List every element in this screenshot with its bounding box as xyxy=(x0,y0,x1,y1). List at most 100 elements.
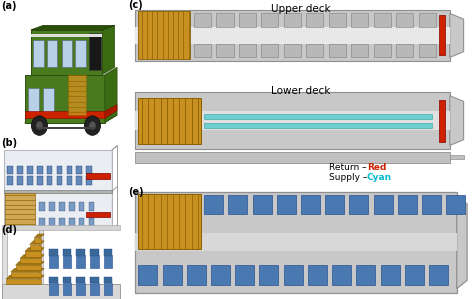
Bar xyxy=(59,218,64,227)
Bar xyxy=(204,114,432,119)
Bar xyxy=(135,233,456,251)
Polygon shape xyxy=(11,268,45,272)
Bar xyxy=(135,92,450,149)
Circle shape xyxy=(36,121,43,130)
Bar xyxy=(43,88,54,115)
Text: (b): (b) xyxy=(1,138,18,149)
Bar xyxy=(49,218,55,227)
Bar xyxy=(135,192,456,293)
Bar xyxy=(261,13,279,27)
Bar xyxy=(57,176,62,185)
Bar xyxy=(2,225,119,231)
Bar xyxy=(6,279,41,284)
Bar xyxy=(135,27,450,44)
Bar xyxy=(4,150,112,191)
Polygon shape xyxy=(16,261,45,265)
Bar xyxy=(49,249,58,256)
Bar xyxy=(39,218,45,227)
Bar xyxy=(59,202,64,211)
Bar xyxy=(239,13,256,27)
Bar xyxy=(37,176,43,185)
Bar xyxy=(135,152,450,163)
Polygon shape xyxy=(105,105,117,118)
Bar xyxy=(325,195,344,214)
Bar xyxy=(8,176,13,185)
Bar xyxy=(381,265,400,285)
Bar xyxy=(37,127,95,129)
Bar xyxy=(49,277,58,283)
Polygon shape xyxy=(456,196,467,289)
Bar xyxy=(11,272,41,277)
Bar xyxy=(2,228,8,284)
Bar xyxy=(283,44,301,57)
Bar xyxy=(253,195,272,214)
Bar xyxy=(349,195,368,214)
Bar xyxy=(63,277,72,283)
Bar xyxy=(283,265,303,285)
Text: (a): (a) xyxy=(1,1,17,11)
Bar xyxy=(76,176,82,185)
Bar xyxy=(328,13,346,27)
Bar xyxy=(34,238,41,243)
Polygon shape xyxy=(450,13,464,57)
Bar xyxy=(216,13,234,27)
Bar xyxy=(398,195,417,214)
Bar xyxy=(89,33,101,70)
Bar xyxy=(33,40,44,67)
Polygon shape xyxy=(450,96,464,145)
Bar xyxy=(283,13,301,27)
Polygon shape xyxy=(5,193,35,228)
Bar xyxy=(405,265,424,285)
Bar xyxy=(90,255,99,268)
Bar xyxy=(68,75,86,115)
Bar xyxy=(261,44,279,57)
Bar xyxy=(138,11,190,59)
Bar xyxy=(39,202,45,211)
Bar xyxy=(66,176,72,185)
Bar xyxy=(79,202,84,211)
Bar xyxy=(439,100,445,142)
Bar xyxy=(103,283,112,295)
Bar xyxy=(194,44,211,57)
Bar xyxy=(239,44,256,57)
Bar xyxy=(4,191,112,229)
Bar xyxy=(90,249,99,256)
Bar xyxy=(57,166,62,174)
Bar xyxy=(62,40,72,67)
Bar xyxy=(49,255,58,268)
Bar xyxy=(90,283,99,295)
Circle shape xyxy=(31,116,47,135)
Text: Red: Red xyxy=(367,163,386,172)
Bar xyxy=(306,13,323,27)
Bar xyxy=(135,111,450,130)
Bar xyxy=(76,166,82,174)
Text: (c): (c) xyxy=(128,0,143,10)
Circle shape xyxy=(84,116,100,135)
Bar xyxy=(49,202,55,211)
Text: Return –: Return – xyxy=(328,163,369,172)
Bar xyxy=(49,283,58,295)
Text: Lower deck: Lower deck xyxy=(271,86,331,96)
Bar xyxy=(76,283,85,295)
Bar xyxy=(86,176,92,185)
Bar xyxy=(25,251,41,257)
Bar xyxy=(89,218,94,227)
Bar xyxy=(66,166,72,174)
Bar xyxy=(31,30,102,75)
Bar xyxy=(356,265,375,285)
Bar xyxy=(351,13,368,27)
Bar xyxy=(328,44,346,57)
Bar xyxy=(8,166,13,174)
Bar xyxy=(31,33,102,37)
Bar xyxy=(235,265,254,285)
Bar xyxy=(76,255,85,268)
Bar xyxy=(27,166,33,174)
Bar xyxy=(277,195,296,214)
Bar xyxy=(228,195,247,214)
Bar xyxy=(75,40,86,67)
Bar xyxy=(37,166,43,174)
Bar xyxy=(259,265,279,285)
Bar xyxy=(69,202,74,211)
Bar xyxy=(138,194,201,249)
Bar xyxy=(17,166,23,174)
